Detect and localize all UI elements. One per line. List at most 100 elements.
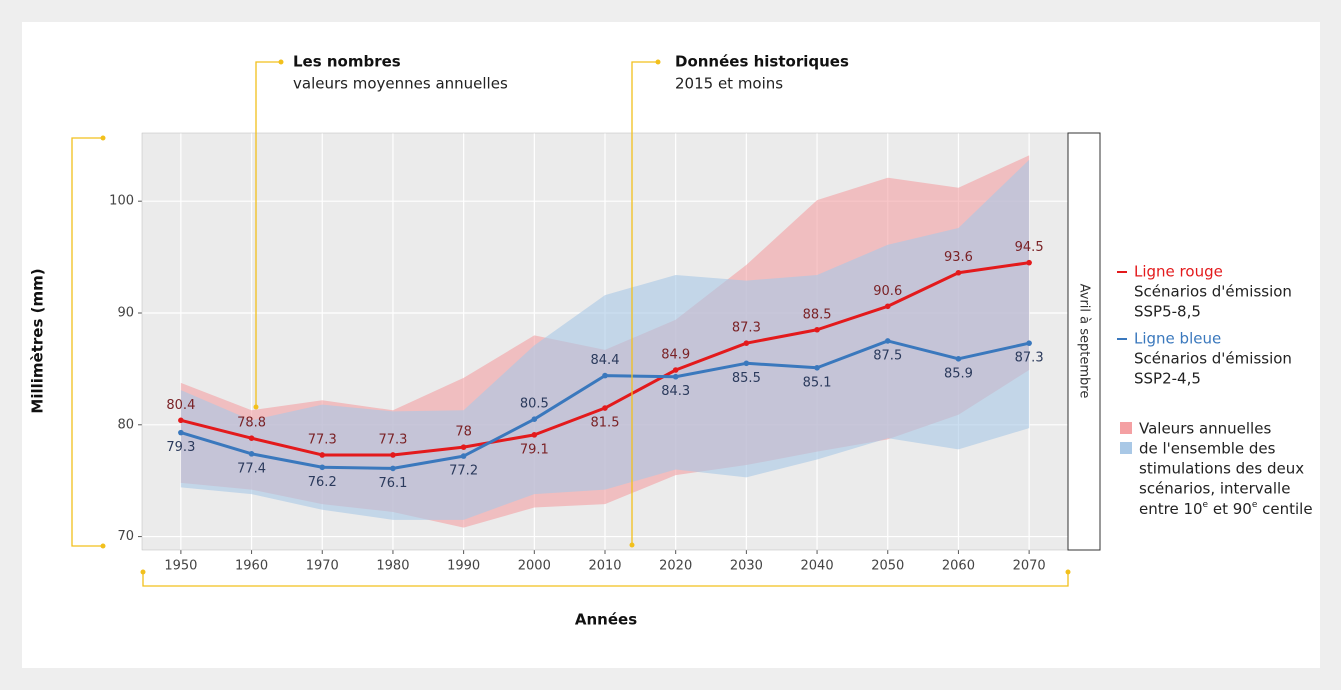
band xyxy=(180,159,1030,520)
legend-title: Ligne bleue xyxy=(1134,330,1221,348)
x-tick-label: 2010 xyxy=(588,559,621,574)
annotation-title: Les nombres xyxy=(293,53,401,71)
legend-text: Valeurs annuelles xyxy=(1139,420,1271,438)
legend-text: scénarios, intervalle xyxy=(1139,480,1290,498)
legend-swatch xyxy=(1120,442,1132,454)
point xyxy=(884,338,891,344)
legend: Ligne rouge Scénarios d'émission SSP5-8,5 L… xyxy=(1117,263,1313,518)
x-axis-label: Années xyxy=(575,611,637,629)
legend-swatch xyxy=(1120,422,1132,434)
point xyxy=(743,340,750,346)
point xyxy=(460,453,467,459)
point xyxy=(955,269,962,276)
x-tick-label: 2050 xyxy=(871,559,904,574)
legend-text-part: entre 10 xyxy=(1139,500,1203,518)
data-label: 78 xyxy=(455,425,472,440)
data-label: 90.6 xyxy=(873,284,902,299)
data-label: 77.3 xyxy=(378,432,407,447)
point xyxy=(531,416,538,422)
legend-text-part: e xyxy=(1252,500,1258,510)
y-tick-label: 70 xyxy=(117,529,134,544)
point xyxy=(1026,259,1032,266)
data-label: 87.3 xyxy=(1015,351,1044,366)
point xyxy=(1026,340,1032,346)
data-label: 85.9 xyxy=(944,366,973,381)
point xyxy=(390,465,396,472)
data-label: 79.1 xyxy=(520,442,549,457)
legend-text-part: et 90 xyxy=(1208,500,1252,518)
data-label: 76.2 xyxy=(308,475,337,490)
y-tick-label: 90 xyxy=(117,305,134,320)
point xyxy=(743,360,750,367)
data-label: 84.9 xyxy=(661,348,690,363)
data-label: 77.4 xyxy=(237,461,266,476)
point xyxy=(884,303,891,310)
legend-text: Scénarios d'émission xyxy=(1134,283,1292,301)
data-label: 80.5 xyxy=(520,397,549,412)
data-label: 76.1 xyxy=(378,476,407,491)
data-label: 79.3 xyxy=(166,440,195,455)
x-tick-label: 1960 xyxy=(235,559,268,574)
point xyxy=(814,326,820,333)
point xyxy=(178,429,184,436)
data-label: 87.3 xyxy=(732,321,761,336)
y-tick-label: 100 xyxy=(109,194,134,209)
x-tick-label: 2040 xyxy=(801,559,834,574)
x-tick-label: 2000 xyxy=(518,559,551,574)
data-label: 87.5 xyxy=(873,348,902,363)
data-label: 84.3 xyxy=(661,384,690,399)
x-tick-label: 1980 xyxy=(376,559,409,574)
data-label: 94.5 xyxy=(1015,240,1044,255)
point xyxy=(672,373,679,380)
legend-text-part: centile xyxy=(1257,500,1312,518)
connectors xyxy=(71,61,1069,587)
annotation-text: 2015 et moins xyxy=(675,75,783,93)
legend-text: SSP5-8,5 xyxy=(1134,303,1201,321)
legend-text-part: e xyxy=(1203,500,1209,510)
strip-label: Avril à septembre xyxy=(1077,284,1092,399)
legend-text: de l'ensemble des xyxy=(1139,440,1276,458)
annotation-text: valeurs moyennes annuelles xyxy=(293,75,508,93)
lines xyxy=(178,259,1032,472)
legend-title: Ligne rouge xyxy=(1134,263,1223,281)
x-tick-label: 2070 xyxy=(1013,559,1046,574)
y-tick-label: 80 xyxy=(117,417,134,432)
point xyxy=(248,435,255,442)
legend-text: SSP2-4,5 xyxy=(1134,370,1201,388)
data-label: 81.5 xyxy=(591,416,620,431)
data-label: 88.5 xyxy=(803,307,832,322)
point xyxy=(602,405,608,411)
legend-text: Scénarios d'émission xyxy=(1134,350,1292,368)
x-tick-label: 2020 xyxy=(659,559,692,574)
data-labels: 80.4 78.8 77.3 77.3 78 79.1 81.5 84.9 87.3 88.5 90… xyxy=(166,240,1043,491)
x-tick-label: 2030 xyxy=(730,559,763,574)
data-label: 84.4 xyxy=(591,353,620,368)
point xyxy=(602,372,608,379)
bands xyxy=(180,155,1030,528)
point xyxy=(248,451,255,457)
data-label: 78.8 xyxy=(237,416,266,431)
point xyxy=(814,364,820,371)
strip xyxy=(1067,132,1101,551)
connector-dots xyxy=(100,59,1071,575)
data-label: 85.1 xyxy=(803,375,832,390)
x-tick-label: 1950 xyxy=(164,559,197,574)
data-label: 93.6 xyxy=(944,250,973,265)
x-tick-label: 1990 xyxy=(447,559,480,574)
data-label: 80.4 xyxy=(166,398,195,413)
data-label: 85.5 xyxy=(732,371,761,386)
x-tick-label: 2060 xyxy=(942,559,975,574)
point xyxy=(955,356,962,362)
legend-text: stimulations des deux xyxy=(1139,460,1304,478)
annotation-title: Données historiques xyxy=(675,53,849,71)
data-label: 77.3 xyxy=(308,432,337,447)
y-axis-label: Millimètres (mm) xyxy=(29,268,47,413)
point xyxy=(460,444,467,450)
x-tick-label: 1970 xyxy=(306,559,339,574)
point xyxy=(390,452,396,458)
point xyxy=(319,452,326,458)
point xyxy=(178,417,184,424)
data-label: 77.2 xyxy=(449,464,478,479)
point xyxy=(672,367,679,373)
